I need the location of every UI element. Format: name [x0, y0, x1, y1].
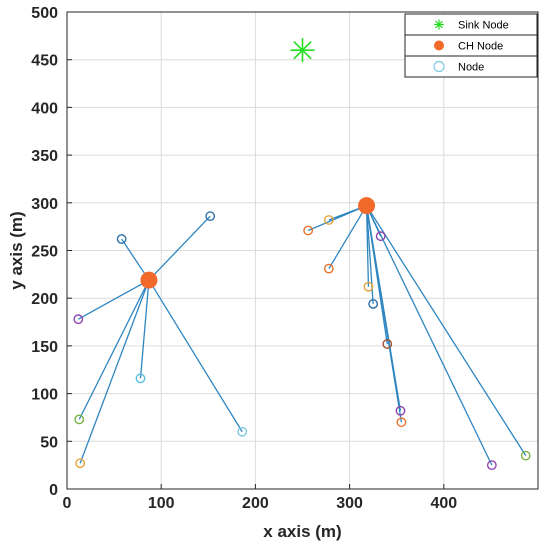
- link-line: [77, 279, 150, 320]
- sensor-node: [303, 225, 314, 236]
- legend-asterisk-stroke: [435, 20, 443, 29]
- sensor-node: [520, 450, 531, 461]
- link-line: [328, 205, 368, 269]
- sensor-node: [323, 263, 334, 274]
- y-tick-label: 150: [31, 339, 58, 356]
- link-line: [365, 205, 403, 423]
- link-line: [139, 280, 150, 379]
- sink-star-stroke: [293, 40, 312, 60]
- cluster-heads: [140, 197, 376, 289]
- x-tick-label: 400: [430, 495, 457, 512]
- link-line: [366, 205, 527, 456]
- legend: Sink Node CH Node Node: [404, 13, 538, 78]
- sensor-node: [74, 414, 85, 425]
- legend-label: Node: [458, 62, 484, 74]
- sensor-node: [205, 211, 216, 222]
- sensor-node: [363, 281, 374, 292]
- x-tick-label: 200: [242, 495, 269, 512]
- sink-node-marker: [290, 38, 315, 63]
- link-line: [365, 205, 493, 466]
- y-tick-label: 450: [31, 53, 58, 70]
- legend-filled-circle-icon: [434, 40, 444, 51]
- legend-asterisk-icon: [434, 19, 444, 30]
- legend-label: Sink Node: [458, 20, 509, 32]
- y-tick-label: 500: [31, 5, 58, 22]
- sensor-node: [382, 339, 393, 349]
- y-tick-label: 300: [31, 196, 58, 213]
- link-line: [148, 279, 243, 433]
- y-tick-label: 200: [31, 291, 58, 308]
- sensor-node: [73, 314, 84, 325]
- sensor-node: [368, 299, 379, 309]
- sensor-node: [237, 426, 248, 437]
- y-tick-label: 0: [49, 482, 58, 499]
- y-axis-ticks: 0 50 100 150 200 250 300 350 400 450 500: [31, 5, 72, 499]
- sensor-node: [375, 231, 386, 242]
- legend-box: [404, 13, 538, 78]
- cluster-head-node: [140, 271, 158, 289]
- sensor-node: [116, 234, 127, 244]
- sensor-node: [486, 460, 497, 471]
- link-line: [79, 279, 150, 464]
- sensor-node: [135, 373, 146, 384]
- legend-open-circle-icon: [433, 60, 445, 73]
- y-tick-label: 350: [31, 148, 58, 165]
- y-tick-label: 400: [31, 100, 58, 117]
- y-tick-label: 100: [31, 387, 58, 404]
- sensor-node: [396, 417, 407, 428]
- nodes: [73, 211, 531, 471]
- sensor-node: [75, 458, 86, 469]
- y-tick-label: 250: [31, 244, 58, 261]
- link-line: [78, 279, 150, 420]
- y-axis-label: y axis (m): [7, 211, 26, 289]
- sensor-node: [323, 215, 334, 225]
- y-tick-label: 50: [40, 434, 58, 451]
- x-tick-label: 0: [63, 495, 72, 512]
- x-tick-label: 100: [148, 495, 175, 512]
- sink-node: [290, 38, 315, 63]
- cluster-links: [77, 205, 527, 466]
- sensor-node: [395, 405, 406, 416]
- cluster-head-node: [358, 197, 376, 215]
- x-tick-label: 300: [336, 495, 363, 512]
- x-axis-ticks: 0 100 200 300 400: [63, 484, 457, 512]
- link-line: [148, 215, 211, 281]
- x-axis-label: x axis (m): [263, 522, 341, 541]
- legend-label: CH Node: [458, 41, 503, 53]
